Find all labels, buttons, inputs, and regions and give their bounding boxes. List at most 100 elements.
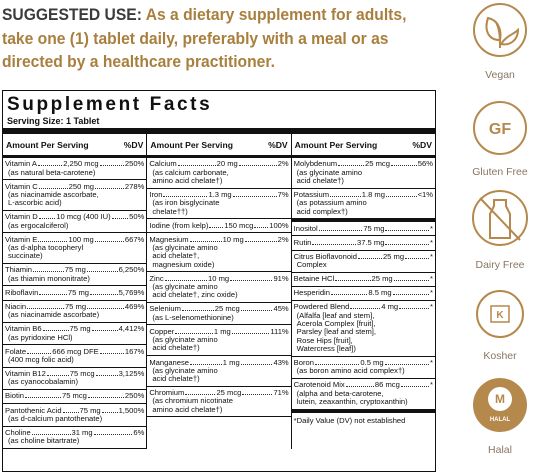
gf-icon xyxy=(473,101,527,155)
nutrient-line: Iodine (from kelp) 150 mcg 100% xyxy=(149,221,288,230)
nutrient-dv: * xyxy=(430,223,433,233)
nutrient-name: Niacin xyxy=(5,301,27,311)
nutrient-name: Magnesium xyxy=(149,234,189,244)
nutrient-row: Magnesium 10 mg 2% (as glycinate amino acid … xyxy=(147,233,291,273)
nutrient-line: Molybdenum 25 mcg 56% xyxy=(293,159,433,169)
nutrient-note: (as iron bisglycinate xyxy=(152,198,220,208)
nutrient-amount: 1.3 mg xyxy=(208,190,232,200)
nutrient-line: Thiamin 75 mg 6,250% xyxy=(5,266,144,275)
nutrient-amount: 25 mg xyxy=(371,274,393,284)
nutrient-line: Betaine HCl 25 mg * xyxy=(294,274,433,284)
nutrient-note: (as d-alpha tocopheryl xyxy=(8,243,84,253)
nutrient-row: Zinc 10 mg 91% (as glycinate amino acid chel… xyxy=(147,272,291,304)
leader xyxy=(314,363,360,365)
nutrient-name: Powdered Blend xyxy=(293,302,350,312)
nutrient-row: Biotin 75 mcg 250% xyxy=(3,390,147,405)
nutrient-amount: 75 mcg xyxy=(62,391,87,401)
leader xyxy=(86,271,118,273)
badge-mark: GF xyxy=(489,121,511,138)
leader xyxy=(163,196,208,198)
nutrient-name: Riboflavin xyxy=(5,287,39,297)
nutrient-note: amino acid chelate†) xyxy=(152,175,223,185)
leader xyxy=(230,279,273,281)
leader xyxy=(95,375,118,377)
nutrient-name: Carotenoid Mix xyxy=(293,380,345,390)
nutrient-note: (as natural beta-carotene) xyxy=(8,167,96,177)
leader xyxy=(101,411,118,413)
nutrient-amount: 75 mg xyxy=(69,324,91,334)
nutrient-amount: 75 mg xyxy=(67,287,90,297)
nutrient-name: Biotin xyxy=(5,391,24,401)
nutrient-dv: 50% xyxy=(129,212,145,222)
nutrient-name: Vitamin B6 xyxy=(5,324,42,334)
nutrient-note: (as niacinamide ascorbate, xyxy=(8,190,99,200)
amount-header: Amount Per Serving xyxy=(150,140,233,150)
nutrient-amount: 37.5 mg xyxy=(356,237,385,247)
nutrient-note: (as ergocalciferol) xyxy=(8,220,69,230)
leader xyxy=(244,240,277,242)
nutrient-name: Vitamin D xyxy=(5,212,38,222)
nutrient-amount: 25 mcg xyxy=(216,388,242,398)
leader xyxy=(27,352,52,354)
badge-label: Kosher xyxy=(483,350,517,362)
leader xyxy=(111,218,129,220)
nutrient-row: Citrus Bioflavonoid 25 mg * Complex xyxy=(291,251,435,273)
nutrient-dv: 278% xyxy=(124,181,145,191)
nutrient-amount: 1.8 mg xyxy=(361,190,385,200)
leader xyxy=(238,165,277,167)
nutrient-line: Choline 31 mg 6% xyxy=(5,427,144,437)
nutrient-line: Vitamin C 250 mg 278% xyxy=(5,181,145,191)
nutrient-line: Citrus Bioflavonoid 25 mg * xyxy=(294,252,433,261)
nutrient-amount: 75 mg xyxy=(363,223,385,233)
nutrient-row: Iron 1.3 mg 7% (as iron bisglycinate chelate… xyxy=(147,189,291,220)
nutrient-row: Choline 31 mg 6% (as choline bitartrate) xyxy=(3,427,147,449)
nutrient-row: Calcium 20 mg 2% (as calcium carbonate, amin… xyxy=(147,158,291,189)
nutrient-dv: <1% xyxy=(417,190,433,200)
nutrient-dv: 7% xyxy=(277,190,289,200)
badge-label: Gluten Free xyxy=(472,166,528,178)
nutrient-note: Complex xyxy=(296,260,327,270)
nutrient-amount: 75 mg xyxy=(79,405,101,415)
nutrient-note: (as niacinamide ascorbate) xyxy=(8,310,100,320)
nutrient-row: Riboflavin 75 mg 5,769% xyxy=(3,286,147,301)
nutrient-note: lutein, zeaxanthin, cryptoxanthin) xyxy=(296,396,408,406)
nutrient-amount: 666 mcg DFE xyxy=(52,346,99,356)
nutrient-name: Choline xyxy=(5,427,31,437)
nutrient-line: Hesperidin 8.5 mg * xyxy=(294,289,433,298)
nutrient-note: (as glycinate amino xyxy=(152,365,218,375)
nutrient-name: Potassium xyxy=(293,190,330,200)
nutrient-note: (as glycinate amino xyxy=(152,243,218,253)
nutrient-line: Powdered Blend 4 mg * xyxy=(293,302,433,312)
nutrient-amount: 2,250 mcg xyxy=(63,159,99,169)
nutrient-amount: 86 mcg xyxy=(374,380,400,390)
nutrient-note: (as choline bitartrate) xyxy=(8,436,80,446)
nutrient-dv: 43% xyxy=(273,357,289,367)
nutrient-name: Iron xyxy=(149,190,163,200)
column-header: Amount Per Serving %DV xyxy=(291,134,435,158)
leader xyxy=(232,196,277,198)
leader xyxy=(62,411,79,413)
leader xyxy=(318,229,363,231)
amount-header: Amount Per Serving xyxy=(294,140,378,150)
leader xyxy=(42,330,69,332)
leader xyxy=(90,293,118,295)
leader xyxy=(242,394,273,396)
nutrient-row: Potassium 1.8 mg <1% (as potassium amino aci… xyxy=(291,189,435,220)
leader xyxy=(38,218,56,220)
nutrient-amount: 1 mg xyxy=(222,357,240,367)
facts-column: Amount Per Serving %DV Calcium 20 mg 2% (as c… xyxy=(146,134,291,449)
nutrient-name: Molybdenum xyxy=(293,159,338,169)
nutrient-note: acid chelate†, xyxy=(152,251,200,261)
nutrient-row: Copper 1 mg 111% (as glycinate amino acid ch… xyxy=(147,325,291,357)
nutrient-line: Boron 0.5 mg * xyxy=(294,358,433,367)
nutrient-note: Rose Hips [fruit], xyxy=(296,335,353,345)
leader xyxy=(330,294,368,296)
nutrient-line: Rutin 37.5 mg * xyxy=(294,237,433,247)
nutrient-row: Niacin 75 mg 469% (as niacinamide ascorbate… xyxy=(3,301,147,323)
leader xyxy=(95,187,124,189)
leader xyxy=(393,280,430,282)
leader xyxy=(400,386,430,388)
nutrient-dv: 3,125% xyxy=(118,369,145,379)
nutrient-note: (as glycinate amino xyxy=(296,167,363,177)
nutrient-line: Vitamin B12 75 mcg 3,125% xyxy=(5,369,145,379)
